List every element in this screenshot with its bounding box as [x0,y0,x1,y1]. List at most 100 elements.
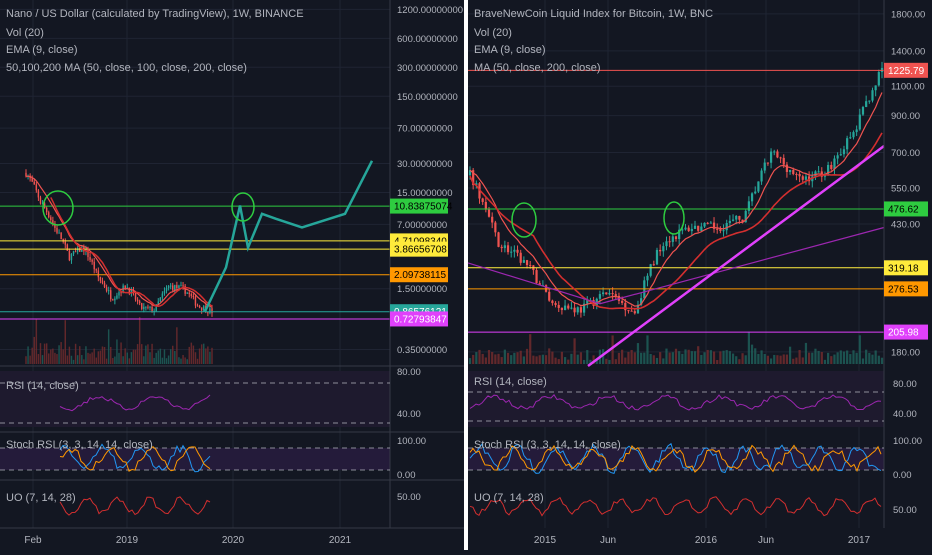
volume-bar [138,316,141,364]
volume-bar [576,354,579,364]
candle-body [624,302,627,311]
candle-body [45,207,48,213]
candle-body [655,249,659,265]
left-stoch-tick-100: 100.00 [397,436,426,447]
candle-body [871,90,874,101]
volume-bar [161,357,164,364]
volume-bar [29,355,31,364]
volume-bar [782,354,785,364]
volume-bar [608,359,611,364]
volume-bar [97,351,100,364]
candle-body [76,248,79,252]
candle-body [101,280,104,283]
volume-bar [624,357,627,364]
candle-body [143,306,145,309]
candle-body [120,292,122,294]
candle-body [89,257,91,260]
volume-bar [551,351,554,364]
volume-bar [180,358,182,364]
y-tick-label: 15.00000000 [397,188,452,199]
candle-body [169,285,172,287]
volume-bar [45,343,48,364]
candle-body [184,285,186,294]
volume-bar [871,354,874,364]
left-x-axis: Feb 2019 2020 2021 [24,535,351,546]
volume-bar [41,355,44,364]
volume-bar [99,350,102,364]
right-stoch-tick-0: 0.00 [893,470,912,481]
volume-bar [640,352,643,364]
left-legend-ma: 50,100,200 MA (50, close, 100, close, 20… [6,62,247,74]
volume-bar [722,350,725,364]
volume-bar [207,346,209,364]
candle-body [763,162,766,171]
price-label: 10.83875074 [394,202,453,213]
volume-bar [83,359,85,364]
volume-bar [541,354,545,364]
candle-body [48,212,50,218]
candle-body [207,312,209,314]
volume-bar [209,351,211,364]
x-tick-label: 2017 [848,535,871,546]
volume-bar [169,349,172,364]
volume-bar [33,336,35,364]
volume-bar [116,339,118,364]
volume-bar [567,359,570,364]
candle-body [203,306,205,311]
candle-body [190,294,193,296]
candle-body [551,300,554,304]
volume-bar [124,348,126,364]
left-chart: Nano / US Dollar (calculated by TradingV… [0,0,466,546]
volume-bar [178,357,180,364]
volume-bar [662,358,665,364]
volume-bar [122,356,124,364]
volume-bar [750,344,754,364]
candle-body [497,232,500,247]
candle-body [792,170,795,174]
right-ema-line [469,92,883,307]
candle-body [804,176,808,180]
candle-body [649,264,652,276]
panel-divider [464,0,468,550]
volume-bar [868,352,871,364]
candle-body [136,299,139,302]
volume-bar [497,353,500,364]
volume-bar [487,350,491,364]
volume-bar [630,349,633,364]
volume-bar [795,357,798,364]
right-legend-vol: Vol (20) [474,27,512,39]
candle-body [846,138,849,150]
left-rsi-band [0,371,390,427]
volume-bar [788,346,792,364]
candle-body [31,178,33,182]
candle-body [605,292,608,295]
volume-bar [757,353,760,364]
left-circle-marker-2 [231,192,255,222]
candle-body [877,72,880,86]
volume-bar [37,354,40,364]
candle-body [678,229,681,240]
candle-body [198,306,201,308]
candle-body [614,294,617,296]
volume-bar [25,356,27,364]
volume-bar [494,354,497,364]
volume-bar [852,350,855,364]
candle-body [586,300,589,304]
volume-bar [814,348,817,364]
volume-bar [880,357,884,364]
y-tick-label: 550.00 [891,183,920,194]
candle-body [782,157,785,165]
left-stoch-k [59,443,211,473]
volume-bar [72,359,75,364]
candle-body [172,285,174,290]
volume-bar [192,345,195,364]
candle-body [674,236,678,240]
candle-body [500,246,503,249]
candle-body [60,232,62,240]
x-tick-label: Jun [600,535,616,546]
left-y-axis: 1200.00000000 600.00000000 300.00000000 150… [397,5,463,356]
candle-body [560,307,564,311]
volume-bar [159,348,162,364]
candle-body [830,164,833,169]
candle-body [582,303,586,313]
